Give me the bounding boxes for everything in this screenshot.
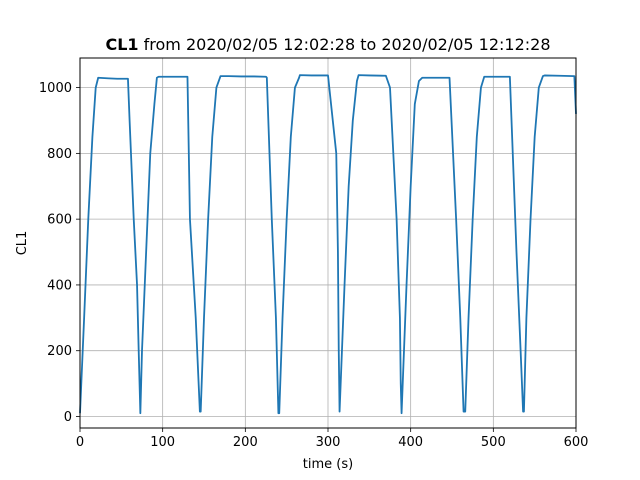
x-tick-label: 600 xyxy=(564,435,589,450)
x-tick-label: 500 xyxy=(481,435,506,450)
x-tick-label: 200 xyxy=(233,435,258,450)
grid-lines xyxy=(79,58,577,428)
x-axis: 0 100 200 300 400 500 600 xyxy=(76,428,589,450)
y-tick-label: 1000 xyxy=(39,81,72,96)
y-axis-label: CL1 xyxy=(15,231,30,256)
y-tick-label: 200 xyxy=(47,344,72,359)
y-axis: 0 200 400 600 800 1000 xyxy=(39,81,80,425)
chart-title-rest: from 2020/02/05 12:02:28 to 2020/02/05 1… xyxy=(139,35,551,54)
series-layer xyxy=(79,74,577,415)
x-tick-label: 300 xyxy=(316,435,341,450)
x-tick-label: 0 xyxy=(76,435,84,450)
y-tick-label: 0 xyxy=(64,410,72,425)
y-tick-label: 600 xyxy=(47,213,72,228)
y-tick-label: 400 xyxy=(47,278,72,293)
x-axis-label: time (s) xyxy=(303,457,353,472)
y-tick-label: 800 xyxy=(47,147,72,162)
x-tick-label: 100 xyxy=(150,435,175,450)
x-tick-label: 400 xyxy=(398,435,423,450)
series-line-0 xyxy=(79,74,577,415)
chart-title: CL1 from 2020/02/05 12:02:28 to 2020/02/… xyxy=(105,35,550,54)
chart-title-bold: CL1 xyxy=(105,35,138,54)
